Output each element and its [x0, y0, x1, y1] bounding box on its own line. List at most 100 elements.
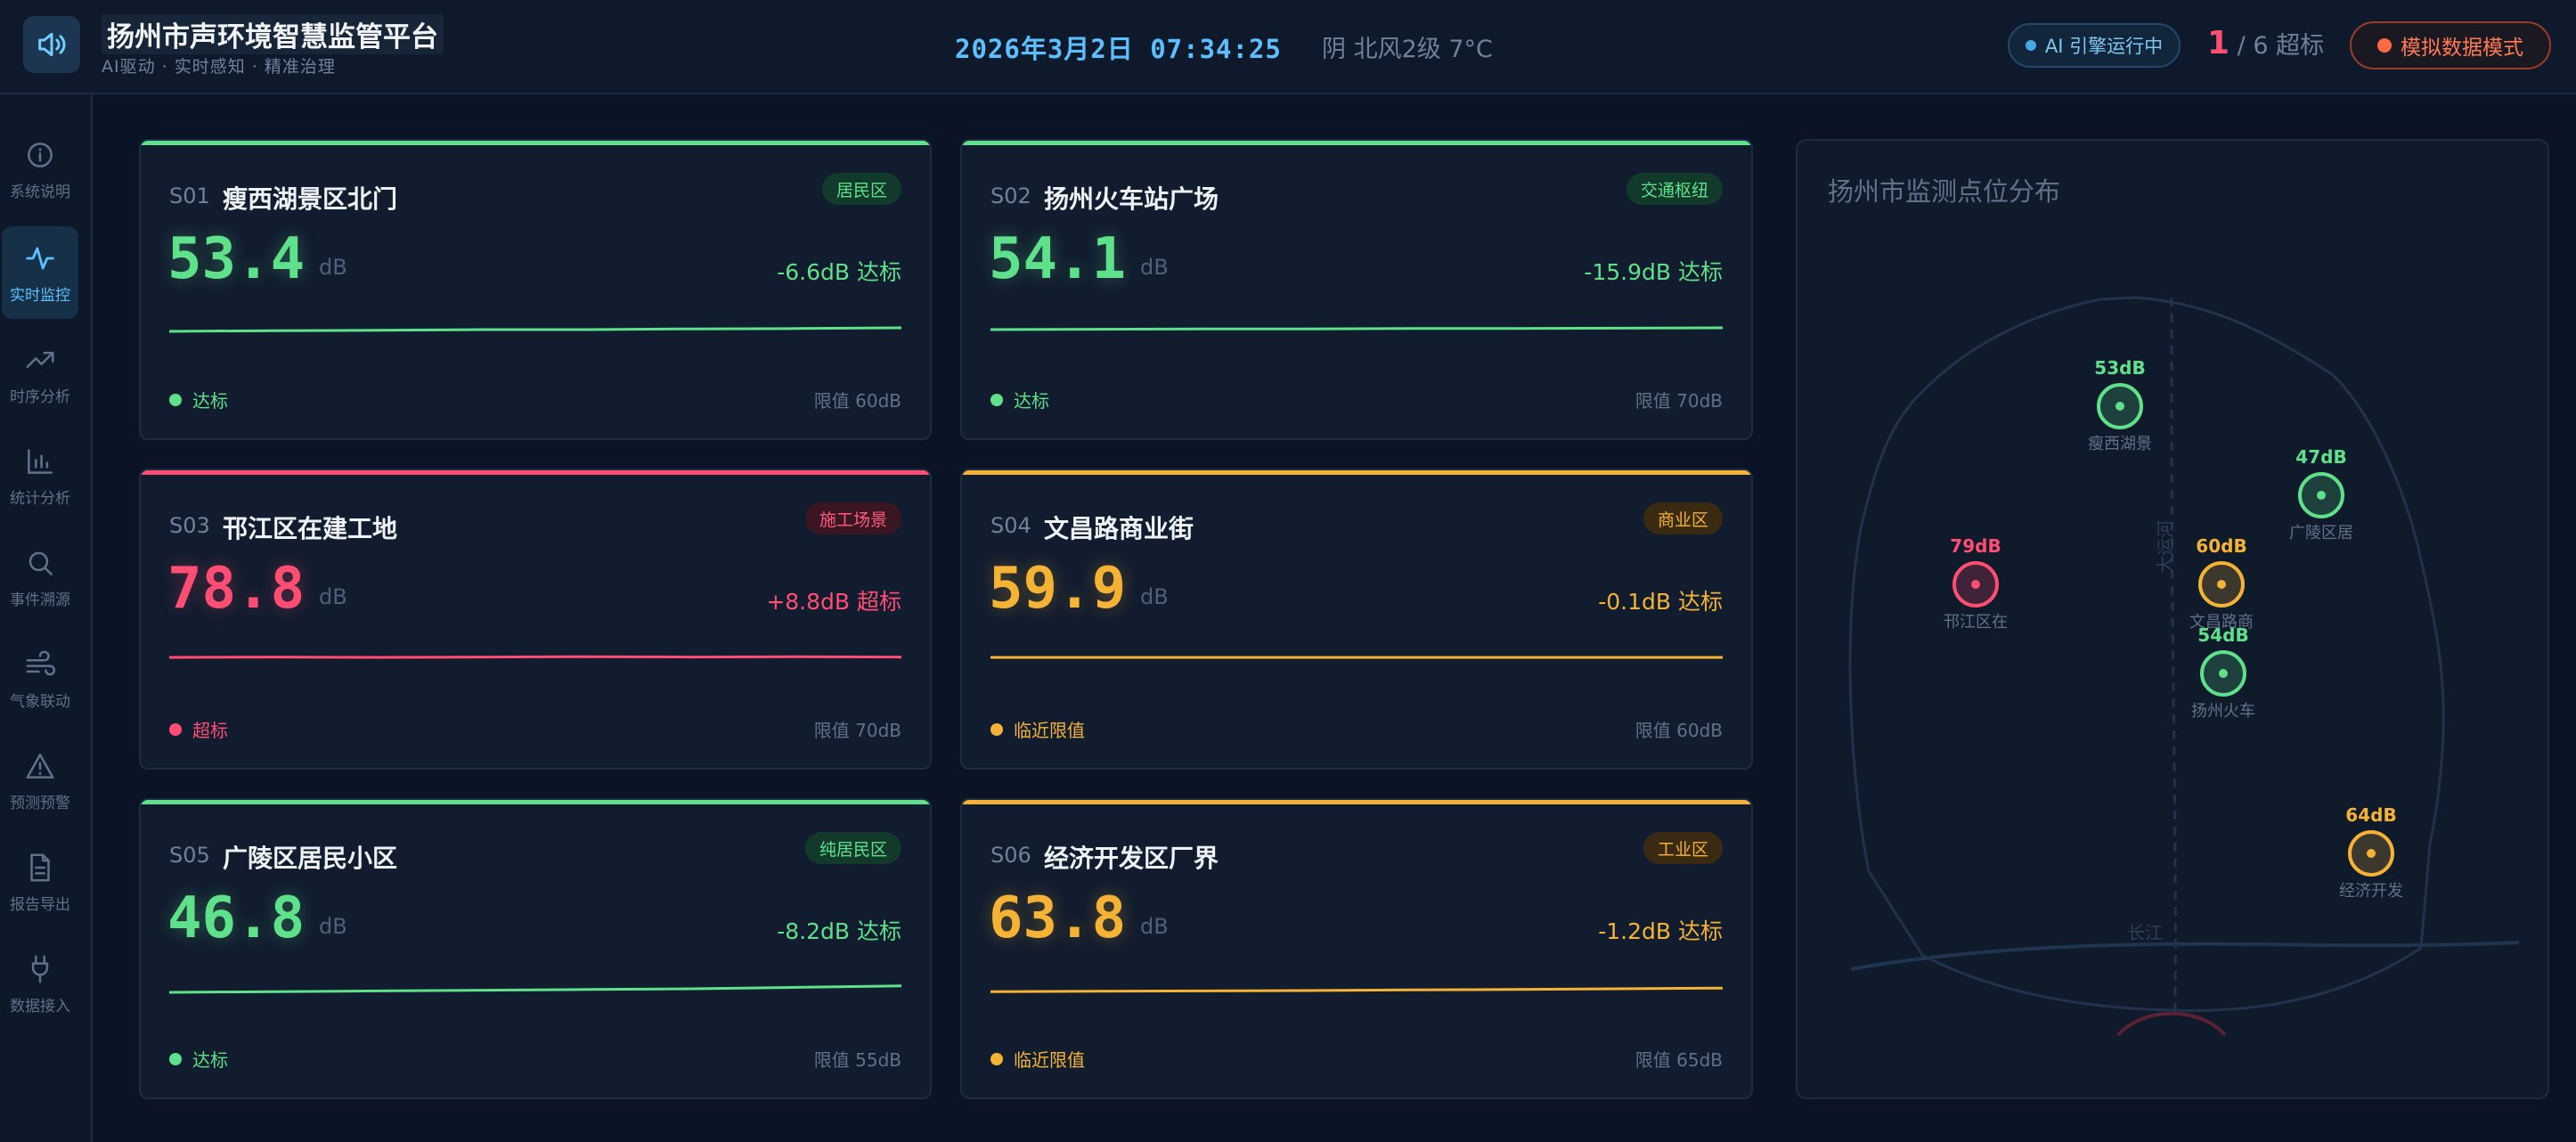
- map-station-marker[interactable]: 60dB 文昌路商: [2189, 535, 2254, 632]
- trend-sparkline: [169, 655, 901, 659]
- river-label: 长江: [2127, 922, 2163, 943]
- sidebar-item-label: 统计分析: [10, 489, 70, 508]
- mode-dot-icon: [2377, 38, 2392, 53]
- sidebar-item-about[interactable]: 系统说明: [2, 123, 78, 216]
- status-bar: [141, 470, 930, 475]
- noise-value: 78.8: [167, 556, 306, 622]
- sidebar-item-data-access[interactable]: 数据接入: [2, 937, 78, 1030]
- map-title: 扬州市监测点位分布: [1828, 176, 2061, 207]
- noise-value: 59.9: [989, 556, 1127, 622]
- speaker-icon: [38, 32, 66, 57]
- status-dot-icon: [2025, 40, 2036, 51]
- sidebar-item-report[interactable]: 报告导出: [2, 836, 78, 928]
- station-code: S06: [990, 843, 1031, 868]
- limit-delta: +8.8dB 超标: [766, 589, 901, 615]
- exceed-count: 1: [2207, 25, 2230, 61]
- status-indicator: 临近限值: [990, 716, 1085, 742]
- sidebar-item-tracing[interactable]: 事件溯源: [2, 531, 78, 624]
- trend-sparkline: [990, 986, 1723, 993]
- status-indicator: 达标: [169, 387, 228, 412]
- station-card-s04[interactable]: S04 文昌路商业街 商业区 59.9 dB -0.1dB 达标 临近限值 限值…: [960, 469, 1753, 770]
- sidebar-item-realtime[interactable]: 实时监控: [2, 226, 78, 319]
- noise-unit: dB: [319, 255, 347, 280]
- marker-value: 64dB: [2345, 804, 2396, 826]
- plug-icon: [31, 954, 49, 983]
- station-code: S04: [990, 513, 1031, 538]
- marker-dot: [2367, 849, 2376, 858]
- status-dot-icon: [169, 1052, 182, 1065]
- noise-value: 53.4: [167, 226, 306, 292]
- mock-data-mode-button[interactable]: 模拟数据模式: [2350, 21, 2551, 69]
- map-station-marker[interactable]: 47dB 广陵区居: [2289, 446, 2353, 542]
- city-boundary: [1848, 296, 2445, 1012]
- marker-value: 53dB: [2094, 357, 2145, 379]
- station-code: S01: [169, 184, 210, 208]
- marker-value: 60dB: [2196, 535, 2246, 557]
- map-station-marker[interactable]: 54dB 扬州火车: [2191, 624, 2255, 721]
- limit-delta: -15.9dB 达标: [1584, 259, 1723, 285]
- trend-icon: [26, 351, 54, 368]
- status-dot-icon: [990, 722, 1003, 736]
- sidebar-item-label: 预测预警: [10, 794, 70, 812]
- limit-delta: -8.2dB 达标: [777, 918, 901, 944]
- marker-value: 54dB: [2197, 624, 2248, 646]
- sidebar-item-weather[interactable]: 气象联动: [2, 632, 78, 725]
- station-name: 瘦西湖景区北门: [223, 184, 398, 214]
- trend-line: [169, 984, 901, 994]
- trend-sparkline: [990, 326, 1723, 331]
- station-card-s01[interactable]: S01 瘦西湖景区北门 居民区 53.4 dB -6.6dB 达标 达标 限值 …: [139, 139, 932, 440]
- marker-label: 扬州火车: [2191, 702, 2255, 721]
- status-bar: [962, 141, 1751, 145]
- trend-line: [990, 326, 1723, 331]
- station-map-panel: 扬州市监测点位分布 大运河 长江 53dB 瘦西湖景 47dB 广陵区居 79dB 邗江区…: [1796, 139, 2549, 1099]
- document-icon: [30, 852, 50, 882]
- status-label: 超标: [192, 720, 228, 741]
- canal-line: [2170, 297, 2177, 1015]
- status-indicator: 达标: [169, 1046, 228, 1072]
- noise-unit: dB: [1140, 255, 1169, 280]
- station-card-s06[interactable]: S06 经济开发区厂界 工业区 63.8 dB -1.2dB 达标 临近限值 限…: [960, 798, 1753, 1099]
- station-card-s02[interactable]: S02 扬州火车站广场 交通枢纽 54.1 dB -15.9dB 达标 达标 限…: [960, 139, 1753, 440]
- zone-tag: 施工场景: [804, 502, 901, 534]
- trend-sparkline: [169, 984, 901, 994]
- trend-sparkline: [990, 656, 1723, 659]
- sidebar-item-forecast[interactable]: 预测预警: [2, 734, 78, 827]
- zone-tag: 工业区: [1643, 832, 1723, 864]
- sidebar-item-statistics[interactable]: 统计分析: [2, 429, 78, 522]
- exceed-total: / 6 超标: [2237, 32, 2325, 60]
- map-station-marker[interactable]: 53dB 瘦西湖景: [2088, 357, 2152, 453]
- limit-value: 限值 60dB: [1634, 720, 1723, 741]
- sidebar-item-label: 实时监控: [10, 286, 70, 305]
- marker-dot: [2115, 402, 2124, 411]
- sidebar: 系统说明 实时监控 时序分析 统计分析 事件溯源 气象联动 预测预警 报告导出 …: [0, 94, 93, 1142]
- marker-label: 邗江区在: [1944, 613, 2008, 632]
- zone-tag: 交通枢纽: [1626, 173, 1723, 205]
- sidebar-item-timeseries[interactable]: 时序分析: [2, 328, 78, 420]
- status-indicator: 达标: [990, 387, 1049, 412]
- marker-dot: [2219, 669, 2228, 678]
- sidebar-item-label: 系统说明: [10, 183, 70, 201]
- sidebar-item-label: 时序分析: [10, 387, 70, 406]
- marker-label: 文昌路商: [2189, 613, 2254, 632]
- noise-unit: dB: [1140, 914, 1169, 939]
- status-label: 达标: [1014, 390, 1049, 412]
- map-station-marker[interactable]: 64dB 经济开发: [2339, 804, 2403, 901]
- station-card-s05[interactable]: S05 广陵区居民小区 纯居民区 46.8 dB -8.2dB 达标 达标 限值…: [139, 798, 932, 1099]
- ai-status-badge: AI 引擎运行中: [2008, 23, 2181, 68]
- datetime-display: 2026年3月2日 07:34:25: [955, 34, 1282, 64]
- station-name: 经济开发区厂界: [1044, 844, 1219, 873]
- status-label: 临近限值: [1014, 1049, 1085, 1071]
- map-station-marker[interactable]: 79dB 邗江区在: [1944, 535, 2008, 632]
- status-indicator: 临近限值: [990, 1046, 1085, 1072]
- trend-sparkline: [169, 326, 901, 333]
- status-label: 达标: [192, 390, 228, 412]
- station-code: S05: [169, 843, 210, 868]
- marker-dot: [2217, 580, 2226, 589]
- sidebar-item-label: 气象联动: [10, 692, 70, 711]
- marker-label: 瘦西湖景: [2088, 435, 2152, 453]
- station-card-s03[interactable]: S03 邗江区在建工地 施工场景 78.8 dB +8.8dB 超标 超标 限值…: [139, 469, 932, 770]
- sidebar-item-label: 数据接入: [10, 997, 70, 1016]
- zone-tag: 商业区: [1643, 502, 1723, 534]
- app-subtitle: AI驱动 · 实时感知 · 精准治理: [102, 57, 336, 77]
- status-indicator: 超标: [169, 716, 228, 742]
